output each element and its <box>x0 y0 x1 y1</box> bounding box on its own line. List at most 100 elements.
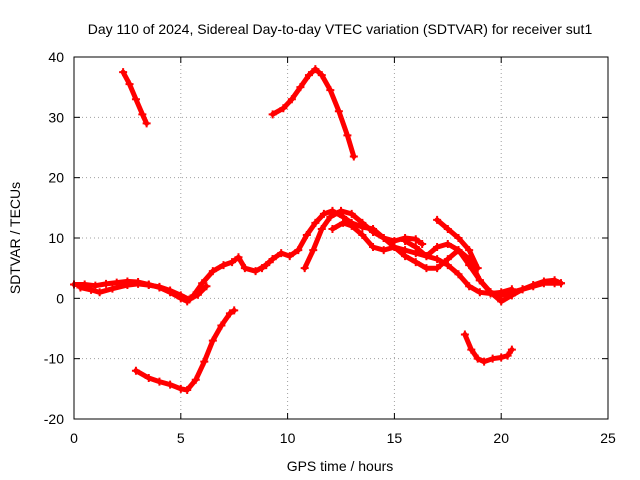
data-point <box>217 321 226 330</box>
data-point <box>234 253 243 262</box>
data-point <box>138 110 147 119</box>
data-point <box>369 227 378 236</box>
data-point <box>119 68 128 77</box>
data-point <box>422 252 431 261</box>
series-arc-4 <box>131 306 239 395</box>
data-point <box>411 258 420 267</box>
data-point <box>198 279 207 288</box>
data-point <box>183 386 192 395</box>
data-point <box>208 267 217 276</box>
data-point <box>251 267 260 276</box>
data-point <box>202 282 211 291</box>
data-point <box>317 224 326 233</box>
x-tick-label: 5 <box>177 430 185 446</box>
data-point <box>131 366 140 375</box>
data-point <box>326 212 335 221</box>
data-point <box>125 80 134 89</box>
data-point <box>95 288 104 297</box>
data-point <box>433 215 442 224</box>
data-point <box>390 243 399 252</box>
data-point <box>507 291 516 300</box>
data-point <box>401 252 410 261</box>
data-point <box>285 252 294 261</box>
x-tick-label: 25 <box>600 430 616 446</box>
data-point <box>518 285 527 294</box>
series-layer <box>70 65 566 395</box>
data-point <box>488 354 497 363</box>
data-point <box>185 295 194 304</box>
data-point <box>433 255 442 264</box>
data-point <box>131 95 140 104</box>
y-tick-label: -20 <box>44 411 64 427</box>
data-point <box>465 261 474 270</box>
data-point <box>328 224 337 233</box>
data-point <box>480 357 489 366</box>
grid-layer <box>74 57 608 419</box>
data-point <box>279 104 288 113</box>
data-point <box>134 279 143 288</box>
data-point <box>304 71 313 80</box>
data-point <box>507 345 516 354</box>
x-axis-label: GPS time / hours <box>287 458 394 474</box>
data-point <box>176 291 185 300</box>
data-point <box>302 230 311 239</box>
data-point <box>123 281 132 290</box>
data-point <box>268 110 277 119</box>
series-line <box>402 238 564 304</box>
data-point <box>503 351 512 360</box>
data-point <box>337 206 345 215</box>
series-line <box>71 254 276 304</box>
data-point <box>418 240 427 249</box>
data-point <box>208 336 217 345</box>
data-point <box>465 246 474 255</box>
data-point <box>76 283 85 292</box>
data-point <box>176 384 185 393</box>
data-point <box>443 224 452 233</box>
data-point <box>311 218 320 227</box>
data-point <box>486 288 495 297</box>
data-point <box>339 218 348 227</box>
data-point <box>358 230 367 239</box>
data-point <box>102 279 111 288</box>
data-point <box>473 264 482 273</box>
data-point <box>349 152 358 161</box>
data-point <box>228 258 237 267</box>
data-point <box>225 309 234 318</box>
data-point <box>191 375 200 384</box>
y-tick-label: -10 <box>44 351 64 367</box>
data-point <box>473 354 482 363</box>
data-point <box>443 255 452 264</box>
ticks-layer: 0 5 10 15 20 25 -20 -10 0 10 20 30 40 <box>44 49 616 446</box>
data-point <box>347 209 356 218</box>
data-point <box>454 234 463 242</box>
data-point <box>142 119 151 128</box>
y-tick-label: 10 <box>48 230 64 246</box>
data-point <box>529 281 538 290</box>
x-tick-label: 20 <box>493 430 509 446</box>
data-point <box>144 373 153 382</box>
data-point <box>539 277 548 286</box>
data-point <box>550 276 559 285</box>
y-tick-label: 40 <box>48 49 64 65</box>
series-arc-9 <box>401 237 566 306</box>
data-point <box>465 282 474 291</box>
data-point <box>91 281 100 290</box>
data-point <box>326 86 335 95</box>
data-point <box>193 290 202 299</box>
data-point <box>460 330 469 339</box>
series-arc-2 <box>76 279 211 304</box>
data-point <box>319 209 328 218</box>
series-arc-10 <box>433 215 482 273</box>
data-point <box>277 249 286 258</box>
y-tick-label: 0 <box>56 290 64 306</box>
data-point <box>433 264 442 273</box>
y-tick-label: 30 <box>48 109 64 125</box>
data-point <box>401 237 410 246</box>
data-point <box>257 264 266 273</box>
data-point <box>557 279 566 288</box>
data-point <box>287 95 296 104</box>
x-tick-label: 0 <box>70 430 78 446</box>
x-tick-label: 10 <box>280 430 296 446</box>
